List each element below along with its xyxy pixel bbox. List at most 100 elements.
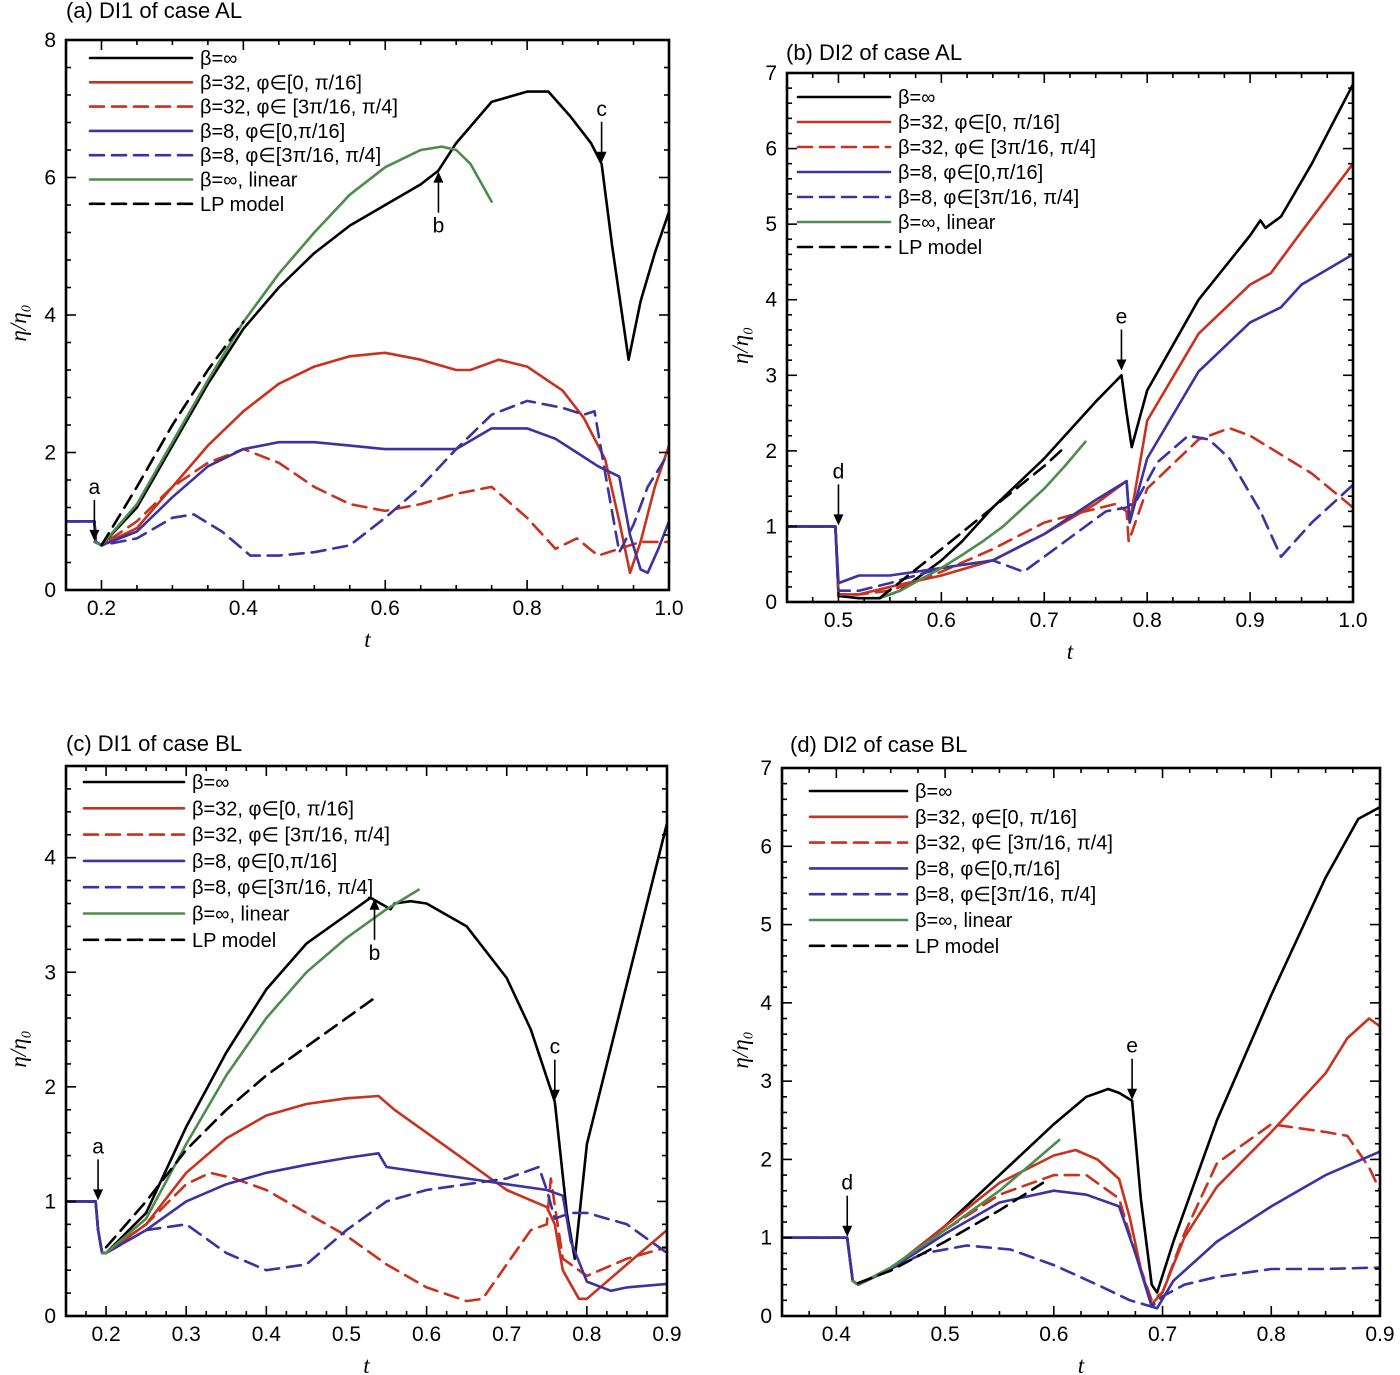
panel-title: (c) DI1 of case BL (66, 731, 242, 756)
legend-label: β=32, φ∈ [3π/16, π/4] (200, 97, 398, 119)
series-line-7 (878, 445, 1067, 600)
x-tick-label: 0.6 (1039, 1323, 1068, 1346)
y-tick-label: 0 (44, 579, 56, 602)
y-axis-label: η/η₀ (6, 304, 31, 341)
x-axis-label: t (1067, 639, 1074, 664)
legend: β=∞β=32, φ∈[0, π/16]β=32, φ∈ [3π/16, π/4… (82, 772, 390, 952)
x-tick-label: 0.8 (1257, 1323, 1286, 1346)
x-tick-label: 0.8 (1133, 609, 1162, 632)
x-tick-label: 0.2 (91, 1323, 120, 1346)
y-tick-label: 3 (760, 1070, 772, 1093)
panel-title: (a) DI1 of case AL (66, 0, 242, 23)
y-tick-label: 4 (760, 992, 772, 1015)
annotation-arrowhead (89, 529, 100, 541)
series-line-4 (782, 1150, 1380, 1310)
x-tick-label: 1.0 (654, 597, 683, 620)
y-tick-label: 0 (765, 591, 777, 614)
series-line-6 (93, 145, 493, 547)
annotation-a: a (89, 476, 101, 541)
annotation-arrowhead (93, 1189, 104, 1201)
series-line-6 (878, 440, 1087, 600)
series-line-1 (66, 90, 669, 547)
series-line-2 (782, 1017, 1380, 1306)
y-tick-label: 3 (44, 961, 56, 984)
x-tick-label: 0.7 (492, 1323, 521, 1346)
annotation-label: a (89, 476, 101, 499)
series-line-3 (66, 447, 669, 557)
legend-label: β=32, φ∈[0, π/16] (898, 112, 1060, 134)
legend: β=∞β=32, φ∈[0, π/16]β=32, φ∈ [3π/16, π/4… (88, 48, 398, 216)
y-axis-label: η/η₀ (6, 1030, 31, 1067)
x-tick-label: 0.4 (822, 1323, 852, 1346)
series-line-3 (787, 426, 1353, 596)
series-line-6 (851, 1138, 1061, 1286)
legend-label: β=8, φ∈[0,π/16] (192, 851, 337, 873)
annotation-arrowhead (1127, 1088, 1138, 1100)
legend-label: LP model (200, 194, 284, 216)
annotation-arrowhead (549, 1089, 560, 1101)
annotation-arrowhead (833, 514, 844, 526)
series-line-7 (100, 320, 245, 547)
annotation-arrowhead (1116, 359, 1127, 371)
y-tick-label: 1 (44, 1190, 56, 1213)
panel-title: (d) DI2 of case BL (790, 732, 967, 757)
annotation-label: c (596, 98, 607, 121)
y-tick-label: 5 (765, 213, 777, 236)
y-tick-label: 2 (44, 442, 56, 465)
annotation-a: a (92, 1135, 104, 1201)
y-tick-label: 2 (44, 1076, 56, 1099)
legend-label: β=32, φ∈ [3π/16, π/4] (898, 137, 1096, 159)
y-tick-label: 7 (760, 757, 772, 780)
panel-2: (b) DI2 of case AL 0.5 0.6 0.7 0.8 0.9 1.0 0 1 2 3… (728, 40, 1368, 664)
y-axis-label: η/η₀ (728, 1031, 753, 1068)
legend-label: β=8, φ∈[0,π/16] (915, 858, 1060, 880)
series-line-1 (787, 83, 1353, 600)
x-tick-label: 0.5 (332, 1323, 361, 1346)
annotation-label: b (433, 215, 445, 238)
legend-label: β=∞ (898, 87, 935, 109)
y-tick-label: 1 (760, 1227, 772, 1250)
annotation-label: d (841, 1172, 853, 1195)
y-tick-label: 2 (765, 440, 777, 463)
y-tick-label: 5 (760, 914, 772, 937)
legend-label: β=8, φ∈[3π/16, π/4] (915, 884, 1096, 906)
annotation-arrowhead (596, 151, 607, 163)
legend-label: β=32, φ∈ [3π/16, π/4] (915, 833, 1113, 855)
series-line-2 (787, 162, 1353, 596)
panel-3: (c) DI1 of case BL 0.2 0.3 0.4 0.5 0.6 0.7 0.8 0… (6, 731, 682, 1375)
y-tick-label: 4 (765, 289, 777, 312)
x-tick-label: 0.2 (87, 597, 116, 620)
annotation-label: e (1126, 1035, 1138, 1058)
annotation-d: d (833, 460, 844, 526)
series-line-3 (782, 1122, 1380, 1302)
y-tick-label: 2 (760, 1148, 772, 1171)
annotation-e: e (1126, 1035, 1138, 1100)
annotation-b: b (369, 898, 380, 965)
series-line-5 (782, 1236, 1380, 1308)
y-tick-label: 6 (765, 138, 777, 161)
series-line-4 (787, 253, 1353, 585)
y-tick-label: 8 (44, 29, 56, 52)
series-line-6 (100, 888, 420, 1255)
x-tick-label: 0.6 (371, 597, 400, 620)
annotation-d: d (841, 1172, 853, 1237)
series-line-1 (782, 805, 1380, 1294)
annotation-c: c (596, 98, 607, 163)
series-line-2 (66, 351, 669, 575)
legend-label: β=∞ (192, 772, 229, 794)
annotation-b: b (433, 171, 445, 238)
series-line-4 (66, 1152, 667, 1293)
annotation-arrowhead (369, 898, 380, 910)
series-line-4 (66, 427, 669, 575)
annotation-c: c (549, 1036, 560, 1101)
legend-label: LP model (915, 936, 999, 958)
legend-label: β=32, φ∈[0, π/16] (915, 807, 1077, 829)
legend-label: β=8, φ∈[3π/16, π/4] (192, 877, 373, 899)
x-tick-label: 0.4 (229, 597, 259, 620)
legend-label: β=∞, linear (200, 170, 298, 192)
panel-4: (d) DI2 of case BL 0.4 0.5 0.6 0.7 0.8 0.9 0 1 2 3… (728, 732, 1395, 1375)
legend-label: LP model (192, 930, 276, 952)
series-line-5 (66, 399, 669, 557)
series-line-5 (66, 1165, 667, 1272)
